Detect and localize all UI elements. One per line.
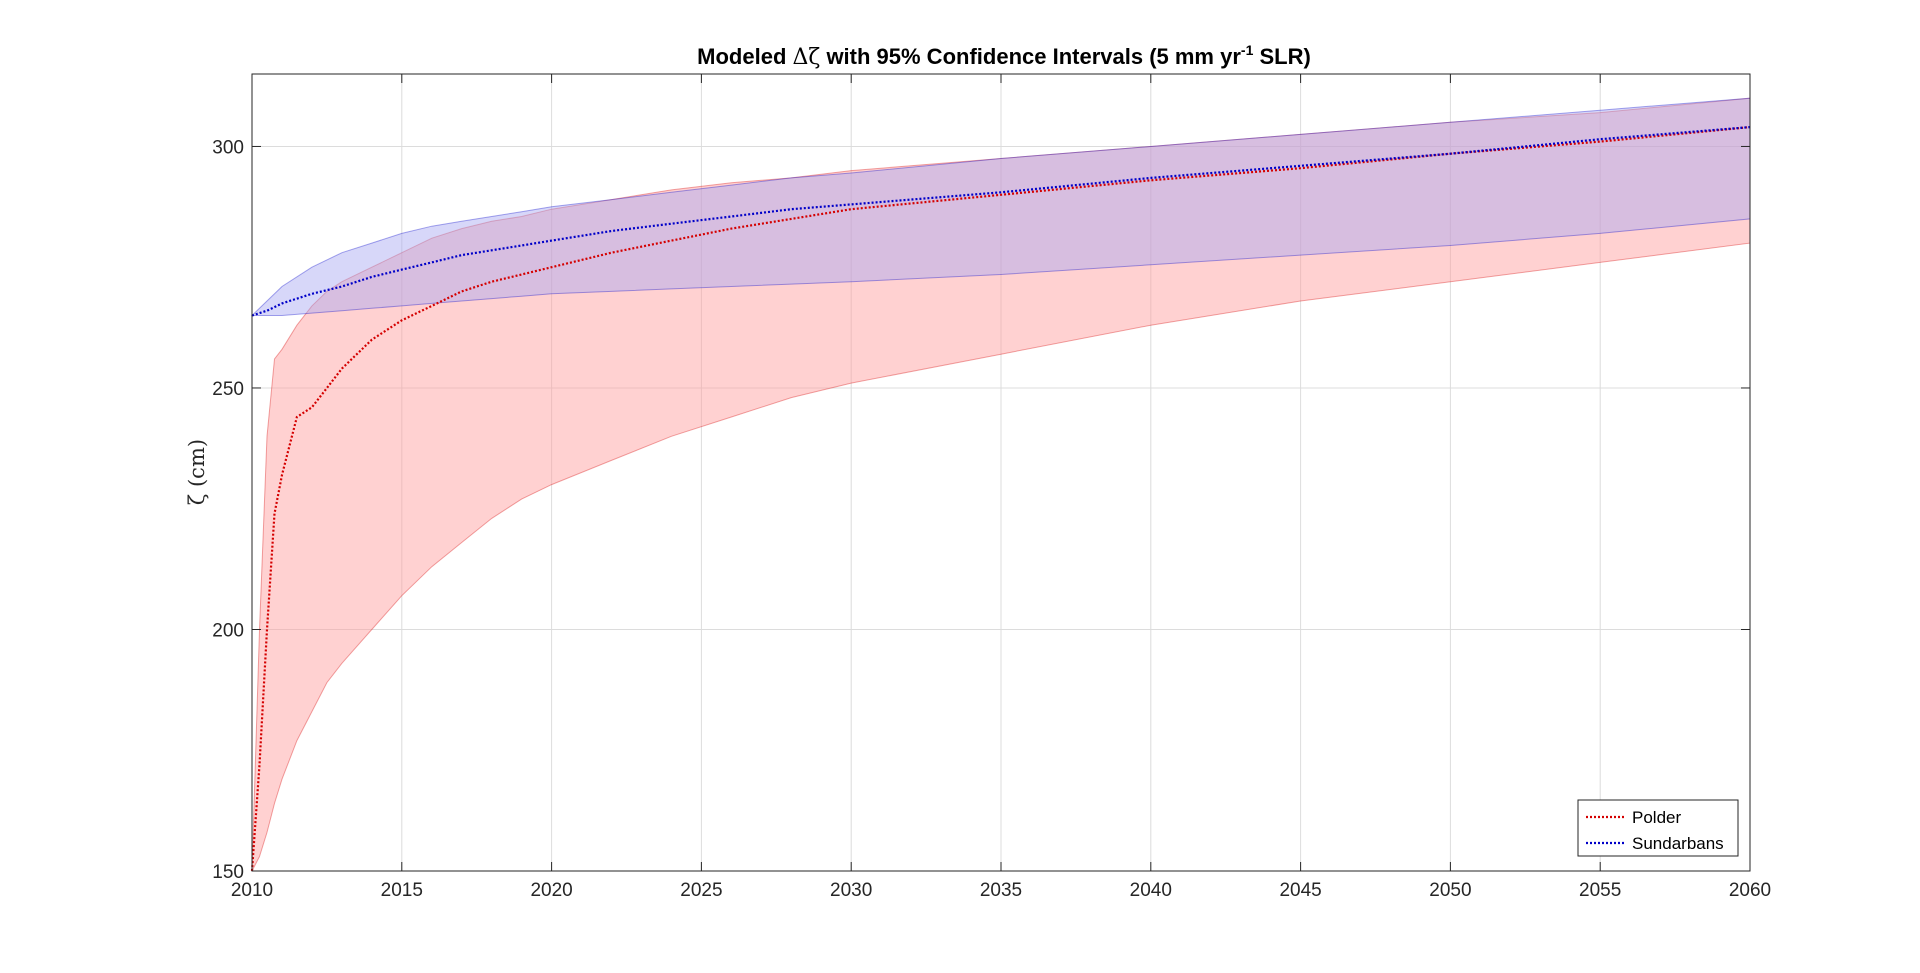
x-tick-label: 2020 xyxy=(530,880,572,901)
x-tick-label: 2010 xyxy=(231,880,273,901)
x-tick-label: 2030 xyxy=(830,880,872,901)
y-tick-label: 300 xyxy=(212,137,244,158)
sundarbans-legend-label: Sundarbans xyxy=(1632,834,1724,853)
axis-ticks: 2010 2015 2020 2025 2030 2035 2040 2045 2050 2055… xyxy=(212,74,1771,901)
chart-title-middle: with 95% Confidence Intervals (5 mm yr xyxy=(820,44,1241,69)
x-tick-label: 2040 xyxy=(1130,880,1172,901)
x-tick-label: 2035 xyxy=(980,880,1022,901)
legend-box xyxy=(1577,799,1739,857)
x-tick-label: 2015 xyxy=(381,880,423,901)
x-tick-label: 2045 xyxy=(1279,880,1321,901)
y-tick-label: 200 xyxy=(212,620,244,641)
x-tick-label: 2055 xyxy=(1579,880,1621,901)
x-tick-label: 2050 xyxy=(1429,880,1471,901)
chart-title-symbol: Δζ xyxy=(793,45,821,70)
chart-title-suffix: SLR) xyxy=(1253,44,1310,69)
sundarbans-line xyxy=(251,126,1751,317)
x-tick-label: 2060 xyxy=(1729,880,1771,901)
y-tick-label: 250 xyxy=(212,379,244,400)
polder-line xyxy=(250,126,1751,872)
series-lines xyxy=(250,126,1751,872)
legend: Polder Sundarbans xyxy=(1577,799,1739,857)
chart-title-superscript: -1 xyxy=(1241,42,1254,58)
polder-legend-label: Polder xyxy=(1632,808,1681,827)
chart-title: Modeled Δζ with 95% Confidence Intervals… xyxy=(697,42,1311,70)
chart-title-prefix: Modeled xyxy=(697,44,792,69)
x-tick-label: 2025 xyxy=(680,880,722,901)
y-tick-label: 150 xyxy=(212,862,244,883)
y-axis-label: ζ (cm) xyxy=(185,439,209,505)
